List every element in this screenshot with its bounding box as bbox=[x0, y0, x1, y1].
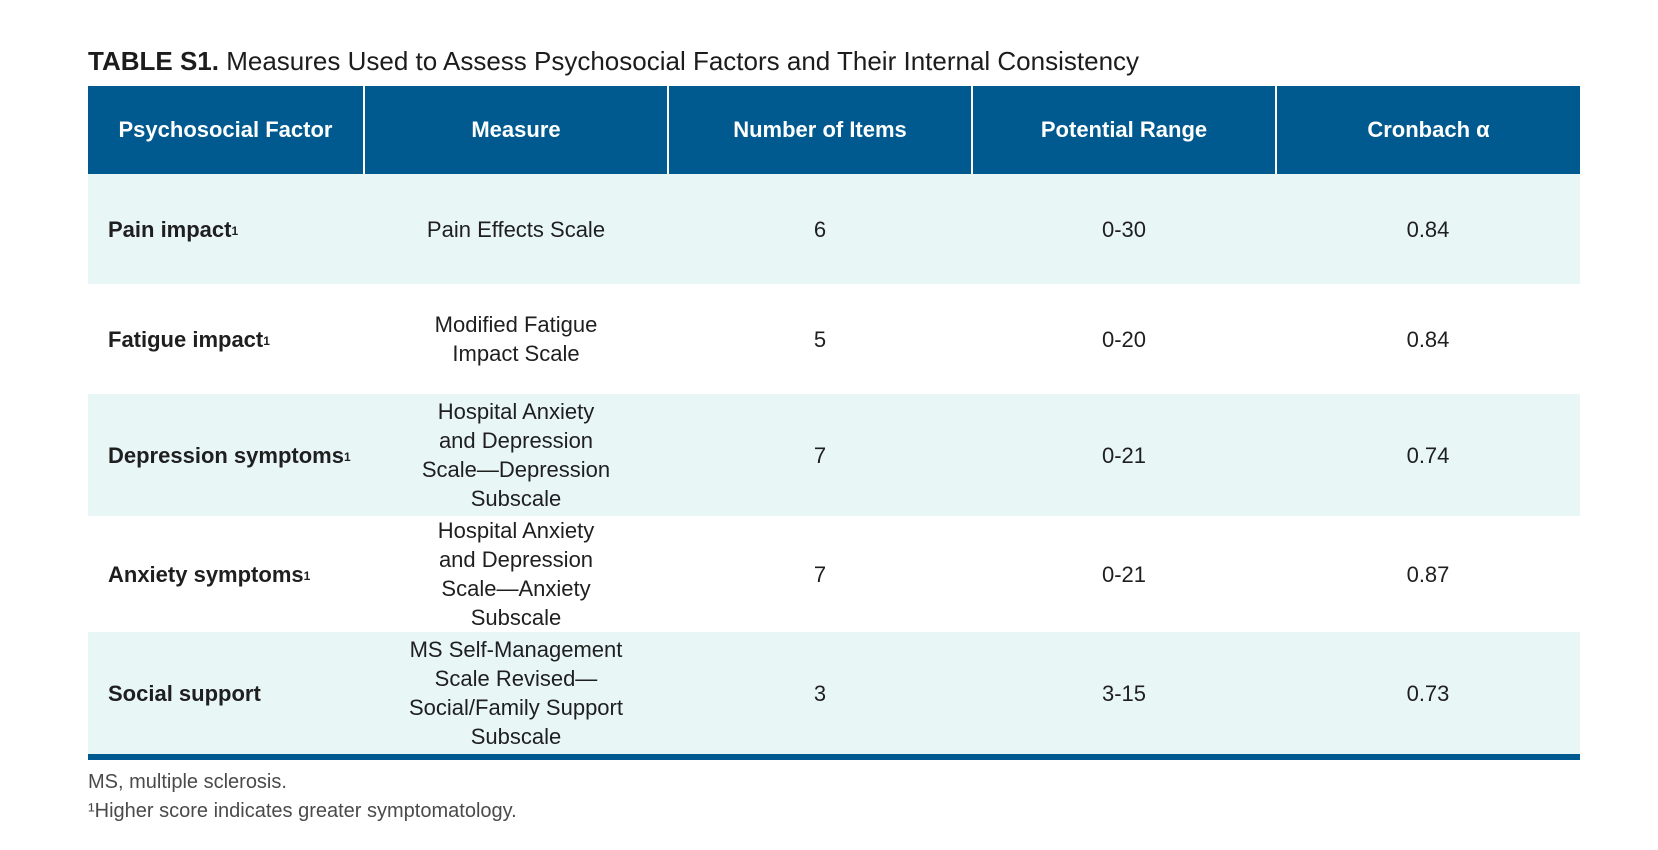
table-row: Fatigue impact1 Modified Fatigue Impact … bbox=[88, 284, 1580, 394]
measure-cell: Pain Effects Scale bbox=[364, 174, 668, 284]
factor-cell: Fatigue impact1 bbox=[88, 284, 364, 394]
items-cell: 5 bbox=[813, 326, 827, 352]
alpha-cell: 0.87 bbox=[1406, 561, 1450, 587]
range-cell: 3-15 bbox=[972, 632, 1276, 754]
alpha-cell: 0.74 bbox=[1276, 394, 1580, 516]
factor-label: Anxiety symptoms bbox=[108, 561, 304, 587]
alpha-cell: 0.84 bbox=[1406, 326, 1450, 352]
factor-label: Pain impact bbox=[108, 216, 232, 242]
factor-cell: Pain impact1 bbox=[88, 174, 364, 284]
items-cell: 3 bbox=[668, 632, 972, 754]
table-bottom-rule bbox=[88, 754, 1580, 760]
note-footnote-1: ¹Higher score indicates greater symptoma… bbox=[88, 800, 517, 822]
alpha-cell: 0.84 bbox=[1276, 174, 1580, 284]
table-caption: TABLE S1. Measures Used to Assess Psycho… bbox=[88, 44, 1580, 78]
factor-label: Social support bbox=[108, 680, 261, 706]
caption-text: Measures Used to Assess Psychosocial Fac… bbox=[218, 46, 1140, 76]
range-cell: 0-30 bbox=[972, 174, 1276, 284]
table-row: Pain impact1 Pain Effects Scale 6 0-30 0… bbox=[88, 174, 1580, 284]
measure-cell: Hospital Anxiety and Depression Scale—De… bbox=[364, 394, 668, 516]
footnote-marker: 1 bbox=[263, 333, 270, 348]
range-cell: 0-20 bbox=[1101, 326, 1147, 352]
table-row: Social support MS Self-Management Scale … bbox=[88, 632, 1580, 754]
measure-cell: Hospital Anxiety and Depression Scale—An… bbox=[437, 518, 595, 630]
table-row: Depression symptoms1 Hospital Anxiety an… bbox=[88, 394, 1580, 516]
footnote-marker: 1 bbox=[303, 568, 311, 583]
items-cell: 6 bbox=[668, 174, 972, 284]
header-measure: Measure bbox=[363, 86, 668, 174]
factor-cell: Depression symptoms1 bbox=[88, 394, 364, 516]
items-cell: 7 bbox=[813, 561, 827, 587]
alpha-cell: 0.73 bbox=[1276, 632, 1580, 754]
header-number-of-items: Number of Items bbox=[667, 86, 972, 174]
measure-cell: Modified Fatigue Impact Scale bbox=[434, 312, 598, 366]
range-cell: 0-21 bbox=[972, 394, 1276, 516]
caption-label: TABLE S1. bbox=[88, 46, 219, 76]
footnote-marker: 1 bbox=[231, 223, 239, 238]
range-cell: 0-21 bbox=[1101, 561, 1147, 587]
table-row: Anxiety symptoms1 Hospital Anxiety and D… bbox=[88, 516, 1580, 632]
header-cronbach-alpha: Cronbach α bbox=[1275, 86, 1580, 174]
factor-label: Fatigue impact bbox=[108, 326, 264, 352]
items-cell: 7 bbox=[668, 394, 972, 516]
footnote-marker: 1 bbox=[343, 449, 351, 464]
factor-cell: Social support bbox=[88, 632, 364, 754]
table-container: TABLE S1. Measures Used to Assess Psycho… bbox=[88, 44, 1580, 826]
measure-cell: MS Self-Management Scale Revised—Social/… bbox=[364, 632, 668, 754]
measures-table: Psychosocial Factor Measure Number of It… bbox=[88, 86, 1580, 754]
table-notes: MS, multiple sclerosis. ¹Higher score in… bbox=[88, 768, 1580, 826]
note-abbreviation: MS, multiple sclerosis. bbox=[88, 771, 287, 793]
header-psychosocial-factor: Psychosocial Factor bbox=[88, 86, 364, 174]
factor-cell: Anxiety symptoms1 bbox=[88, 516, 364, 632]
header-potential-range: Potential Range bbox=[971, 86, 1276, 174]
factor-label: Depression symptoms bbox=[108, 442, 344, 468]
header-row: Psychosocial Factor Measure Number of It… bbox=[88, 86, 1580, 174]
